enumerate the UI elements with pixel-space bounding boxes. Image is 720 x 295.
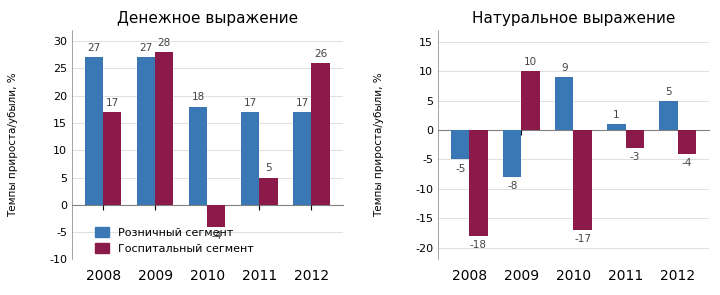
Bar (503, 130, 521, 177)
Text: 26: 26 (314, 49, 327, 59)
Text: -4: -4 (682, 158, 692, 168)
Bar (207, 205, 225, 227)
Text: 17: 17 (243, 98, 257, 108)
Bar (678, 130, 696, 154)
Text: -3: -3 (629, 152, 640, 162)
Bar (311, 63, 330, 205)
Text: 17: 17 (106, 98, 119, 108)
Y-axis label: Темпы прироста/убыли, %: Темпы прироста/убыли, % (8, 73, 18, 217)
Text: 18: 18 (192, 92, 204, 102)
Text: 5: 5 (665, 86, 672, 96)
Bar (608, 124, 626, 130)
Text: 1: 1 (613, 110, 620, 120)
Bar (660, 101, 678, 130)
Title: Денежное выражение: Денежное выражение (117, 11, 298, 26)
Text: -17: -17 (574, 234, 591, 244)
Text: 28: 28 (158, 38, 171, 48)
Text: -8: -8 (507, 181, 518, 191)
Text: -4: -4 (211, 231, 222, 241)
Bar (241, 112, 259, 205)
Bar (259, 178, 277, 205)
Bar (137, 57, 156, 205)
Bar (156, 52, 174, 205)
Text: -18: -18 (470, 240, 487, 250)
Text: -5: -5 (455, 164, 465, 173)
Bar (103, 112, 121, 205)
Title: Натуральное выражение: Натуральное выражение (472, 11, 675, 26)
Bar (85, 57, 103, 205)
Bar (574, 130, 592, 230)
Bar (293, 112, 311, 205)
Bar (521, 71, 539, 130)
Bar (451, 130, 469, 160)
Text: 10: 10 (524, 57, 537, 67)
Bar (626, 130, 644, 148)
Legend: Розничный сегмент, Госпитальный сегмент: Розничный сегмент, Госпитальный сегмент (91, 222, 258, 258)
Text: 17: 17 (296, 98, 309, 108)
Bar (555, 77, 574, 130)
Text: 27: 27 (140, 43, 153, 53)
Bar (469, 130, 487, 236)
Text: 9: 9 (561, 63, 567, 73)
Bar (189, 106, 207, 205)
Y-axis label: Темпы прироста/убыли, %: Темпы прироста/убыли, % (374, 73, 384, 217)
Text: 27: 27 (87, 43, 101, 53)
Text: 5: 5 (265, 163, 271, 173)
